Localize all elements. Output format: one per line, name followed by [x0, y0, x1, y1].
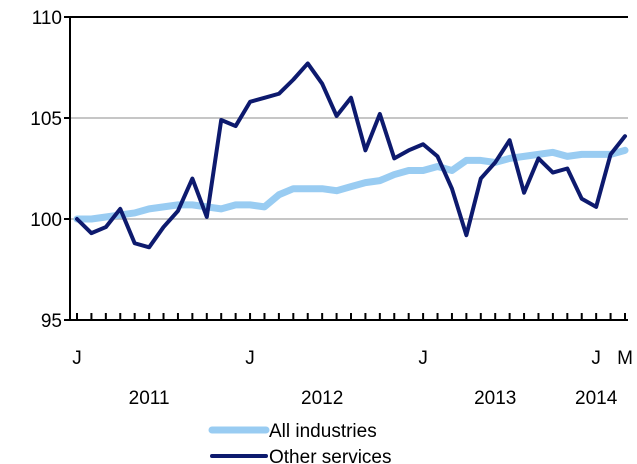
x-year-label-2013: 2013	[474, 388, 516, 409]
x-year-label-2012: 2012	[301, 388, 343, 409]
series-lines	[73, 61, 629, 250]
series-line-other-services	[75, 61, 627, 250]
y-tick-label-105: 105	[30, 109, 62, 130]
y-tick-label-100: 100	[30, 210, 62, 231]
gridlines	[70, 117, 628, 220]
x-month-label: J	[591, 348, 601, 369]
axes	[64, 16, 628, 321]
series-line-all-industries	[73, 146, 629, 223]
x-month-label: J	[418, 348, 428, 369]
legend: All industries Other services	[208, 421, 391, 464]
x-year-label-2014: 2014	[575, 388, 618, 409]
x-year-label-2011: 2011	[129, 388, 170, 409]
x-month-label: M	[617, 348, 633, 369]
legend-label-1: Other services	[269, 447, 391, 464]
y-tick-label-95: 95	[41, 311, 62, 332]
y-tick-label-110: 110	[32, 8, 62, 29]
x-month-label: J	[72, 348, 82, 369]
x-month-label: J	[245, 348, 255, 369]
legend-label-0: All industries	[269, 421, 377, 442]
